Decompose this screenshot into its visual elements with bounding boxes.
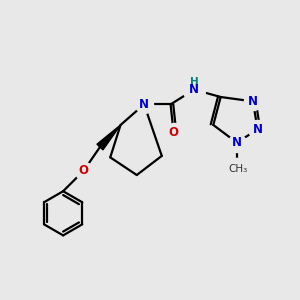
Polygon shape bbox=[97, 125, 121, 150]
Text: H: H bbox=[190, 77, 199, 87]
Text: CH₃: CH₃ bbox=[229, 164, 248, 174]
Text: O: O bbox=[79, 164, 89, 177]
Text: N: N bbox=[189, 83, 199, 96]
Text: N: N bbox=[139, 98, 149, 111]
Text: N: N bbox=[253, 123, 262, 136]
Text: O: O bbox=[169, 126, 178, 139]
Text: N: N bbox=[232, 136, 242, 149]
Text: N: N bbox=[248, 95, 258, 108]
